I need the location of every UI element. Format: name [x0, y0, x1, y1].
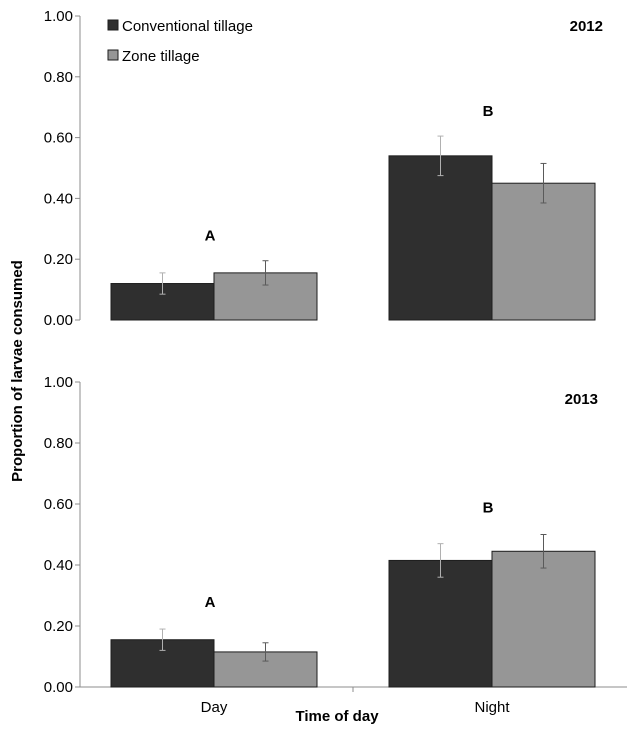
y-tick-label: 0.80 — [44, 69, 73, 86]
y-tick-label: 0.60 — [44, 130, 73, 147]
bar — [388, 155, 493, 321]
bar — [388, 559, 493, 688]
y-tick-label: 0.00 — [44, 312, 73, 329]
y-tick-label: 0.20 — [44, 251, 73, 268]
y-tick-label: 0.40 — [44, 557, 73, 574]
significance-letter: B — [483, 500, 494, 517]
y-tick-label: 1.00 — [44, 8, 73, 25]
y-tick-label: 0.40 — [44, 190, 73, 207]
y-tick-label: 0.60 — [44, 496, 73, 513]
y-tick-label: 0.20 — [44, 618, 73, 635]
legend-label: Zone tillage — [122, 48, 200, 65]
panel-year-label: 2012 — [570, 18, 603, 35]
legend-swatch — [107, 19, 119, 31]
y-tick-label: 0.80 — [44, 435, 73, 452]
significance-letter: B — [483, 103, 494, 120]
legend-swatch — [107, 49, 119, 61]
bar — [491, 550, 596, 688]
y-tick-label: 1.00 — [44, 374, 73, 391]
x-category-label: Night — [474, 699, 510, 716]
bar — [491, 182, 596, 321]
panel-year-label: 2013 — [565, 391, 598, 408]
y-axis-title: Proportion of larvae consumed — [9, 260, 26, 482]
x-category-label: Day — [201, 699, 228, 716]
significance-letter: A — [205, 228, 216, 245]
y-tick-label: 0.00 — [44, 679, 73, 696]
x-axis-title: Time of day — [295, 708, 379, 725]
legend-label: Conventional tillage — [122, 18, 253, 35]
significance-letter: A — [205, 594, 216, 611]
